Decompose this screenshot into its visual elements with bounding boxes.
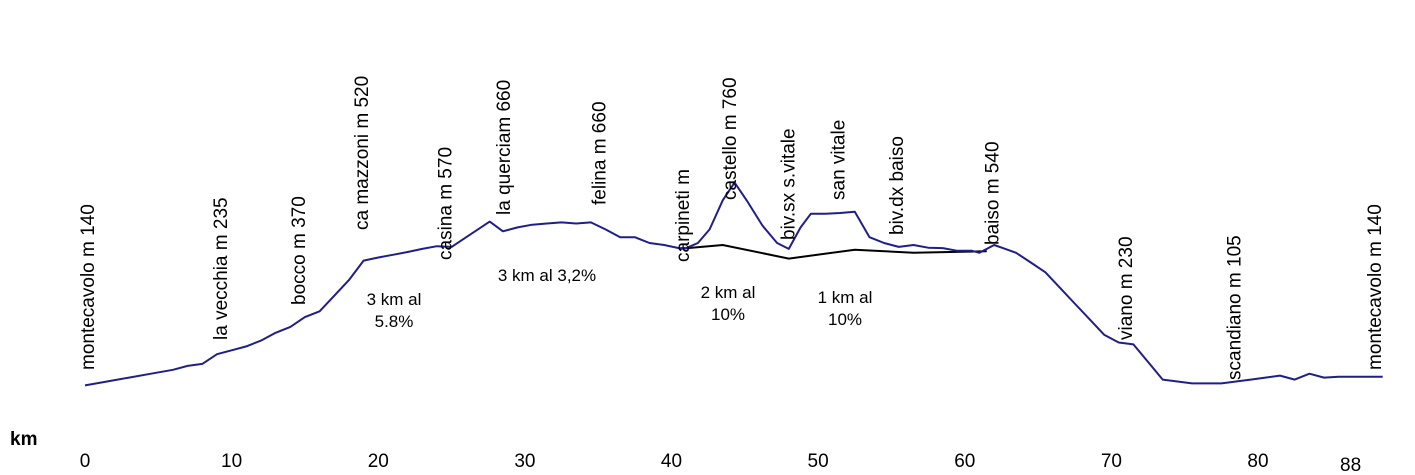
location-labels: montecavolo m 140 la vecchia m 235 bocco m… [78,76,1386,380]
location-label: san vitale [829,120,850,200]
location-label: viano m 230 [1116,236,1137,340]
x-tick-label: 10 [221,451,242,472]
location-label: carpineti m [673,169,694,262]
x-tick-label: 80 [1247,451,1268,472]
location-label: montecavolo m 140 [1365,204,1386,370]
location-label: baiso m 540 [983,141,1004,245]
location-label: biv.dx baiso [887,136,908,235]
location-label: felina m 660 [590,101,611,205]
grade-annotation: 3 km al 5.8% [367,290,422,331]
location-label: la vecchia m 235 [211,197,232,340]
x-axis-ticks: 0 10 20 30 40 50 60 70 80 [80,451,1269,472]
grade-annotations: 3 km al 5.8% 3 km al 3,2% 2 km al 10% 1 km al… [367,266,873,331]
location-label: castello m 760 [720,77,741,200]
grade-annotation: 2 km al 10% [701,283,756,324]
x-tick-label: 20 [368,451,389,472]
location-label: la querciam 660 [494,80,515,215]
variant-route-line [678,243,987,260]
location-label: bocco m 370 [289,196,310,305]
x-axis-end-label: 88 [1340,455,1361,475]
grade-annotation: 3 km al 3,2% [498,266,596,285]
location-label: biv.sx s.vitale [779,128,800,240]
location-label: casina m 570 [436,147,457,260]
x-tick-label: 30 [514,451,535,472]
location-label: scandiano m 105 [1224,235,1245,380]
x-tick-label: 70 [1101,451,1122,472]
x-tick-label: 0 [80,451,91,472]
x-tick-label: 60 [954,451,975,472]
grade-annotation: 1 km al 10% [818,288,873,329]
x-axis-label: km [10,429,37,450]
location-label: ca mazzoni m 520 [352,76,373,230]
x-tick-label: 40 [661,451,682,472]
x-tick-label: 50 [808,451,829,472]
elevation-profile-line [84,181,1383,387]
location-label: montecavolo m 140 [78,204,99,370]
